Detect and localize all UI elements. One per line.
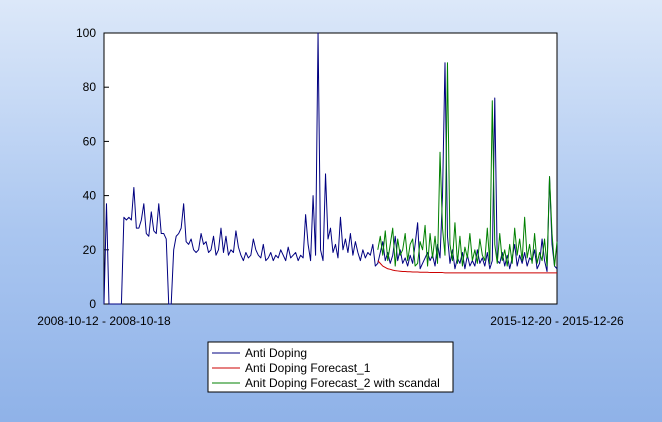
- y-tick-label: 100: [76, 26, 96, 40]
- legend-label-forecast-2: Anit Doping Forecast_2 with scandal: [245, 376, 440, 390]
- y-tick-label: 80: [83, 80, 97, 94]
- legend: Anti Doping Anti Doping Forecast_1 Anit …: [207, 341, 454, 393]
- legend-label-anti-doping: Anti Doping: [245, 346, 307, 360]
- series-lines: [103, 32, 558, 305]
- x-tick-label-end: 2015-12-20 - 2015-12-26: [490, 314, 624, 328]
- y-tick-label: 20: [83, 243, 97, 257]
- series-anti-doping: [103, 32, 558, 305]
- legend-box: [207, 341, 454, 393]
- series-forecast-2: [377, 62, 558, 267]
- y-tick-label: 0: [89, 297, 96, 311]
- x-tick-label-start: 2008-10-12 - 2008-10-18: [37, 314, 171, 328]
- y-axis-ticks: 0 20 40 60 80 100: [76, 26, 109, 311]
- y-tick-label: 40: [83, 189, 97, 203]
- y-tick-label: 60: [83, 134, 97, 148]
- series-forecast-1: [377, 260, 557, 274]
- legend-label-forecast-1: Anti Doping Forecast_1: [245, 361, 371, 375]
